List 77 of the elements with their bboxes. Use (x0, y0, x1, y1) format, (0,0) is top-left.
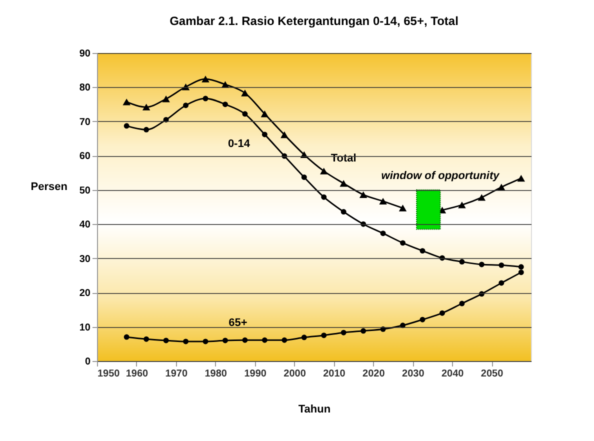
y-tick-label: 10 (79, 322, 91, 334)
series-label: 0-14 (228, 138, 251, 150)
y-tick-label: 80 (79, 82, 91, 94)
point (420, 248, 426, 254)
point (320, 168, 328, 174)
point (340, 180, 348, 187)
point (142, 104, 150, 110)
x-tick-label: 1990 (244, 368, 267, 380)
point (518, 264, 524, 270)
point (122, 98, 130, 106)
x-tick-label: 2010 (323, 368, 346, 380)
point (478, 262, 484, 268)
x-axis-title: Tahun (298, 404, 331, 416)
point (144, 126, 150, 132)
point (459, 259, 465, 264)
point (498, 262, 504, 268)
x-tick-label: 2050 (480, 368, 504, 380)
x-tick-label: 2000 (284, 368, 306, 380)
x-tick-label: 1960 (126, 368, 149, 380)
point (321, 194, 327, 200)
point (420, 316, 426, 322)
point (202, 96, 208, 102)
point (222, 338, 228, 344)
point (360, 328, 366, 334)
point (321, 332, 327, 338)
chart-title: Gambar 2.1. Rasio Ketergantungan 0-14, 65+, Total (170, 14, 458, 28)
y-tick-label: 0 (84, 356, 91, 368)
point (478, 194, 486, 201)
y-axis-title: Persen (30, 181, 68, 194)
series-label: 65+ (228, 317, 248, 330)
x-tick-label: 2020 (362, 368, 386, 380)
point (144, 336, 150, 342)
x-tick-label: 1950 (98, 368, 120, 380)
point (301, 174, 307, 180)
point (301, 334, 307, 340)
point (459, 300, 465, 306)
point (380, 230, 386, 236)
point (202, 338, 208, 344)
point (162, 96, 170, 102)
point (379, 198, 387, 205)
point (280, 131, 288, 138)
x-tick-label: 1970 (165, 368, 188, 380)
point (222, 102, 228, 108)
point (242, 337, 248, 343)
point (262, 132, 268, 138)
point (124, 334, 130, 340)
point (124, 123, 130, 129)
point (183, 102, 189, 108)
point (518, 270, 524, 276)
y-tick-label: 60 (79, 151, 91, 162)
point (262, 337, 268, 343)
y-tick-label: 70 (79, 116, 91, 128)
point (163, 338, 169, 344)
point (183, 338, 189, 344)
point (400, 240, 406, 246)
point (260, 110, 269, 118)
point (202, 76, 210, 82)
y-tick-label: 30 (79, 254, 91, 265)
point (517, 174, 526, 182)
point (340, 209, 346, 215)
point (282, 337, 288, 343)
x-tick-label: 1980 (204, 368, 228, 380)
point (241, 90, 249, 96)
x-tick-label: 2030 (402, 368, 425, 380)
y-tick-label: 20 (79, 288, 91, 300)
x-tick-label: 2040 (441, 368, 464, 380)
point (242, 111, 248, 117)
point (458, 202, 466, 208)
point (439, 310, 445, 316)
y-tick-label: 40 (79, 220, 91, 231)
point (498, 280, 504, 286)
y-tick-label: 90 (79, 48, 91, 60)
point (359, 191, 368, 198)
point (340, 330, 346, 336)
band-label: window of opportunity (381, 170, 500, 182)
point (398, 204, 407, 212)
y-tick-label: 50 (79, 185, 91, 196)
